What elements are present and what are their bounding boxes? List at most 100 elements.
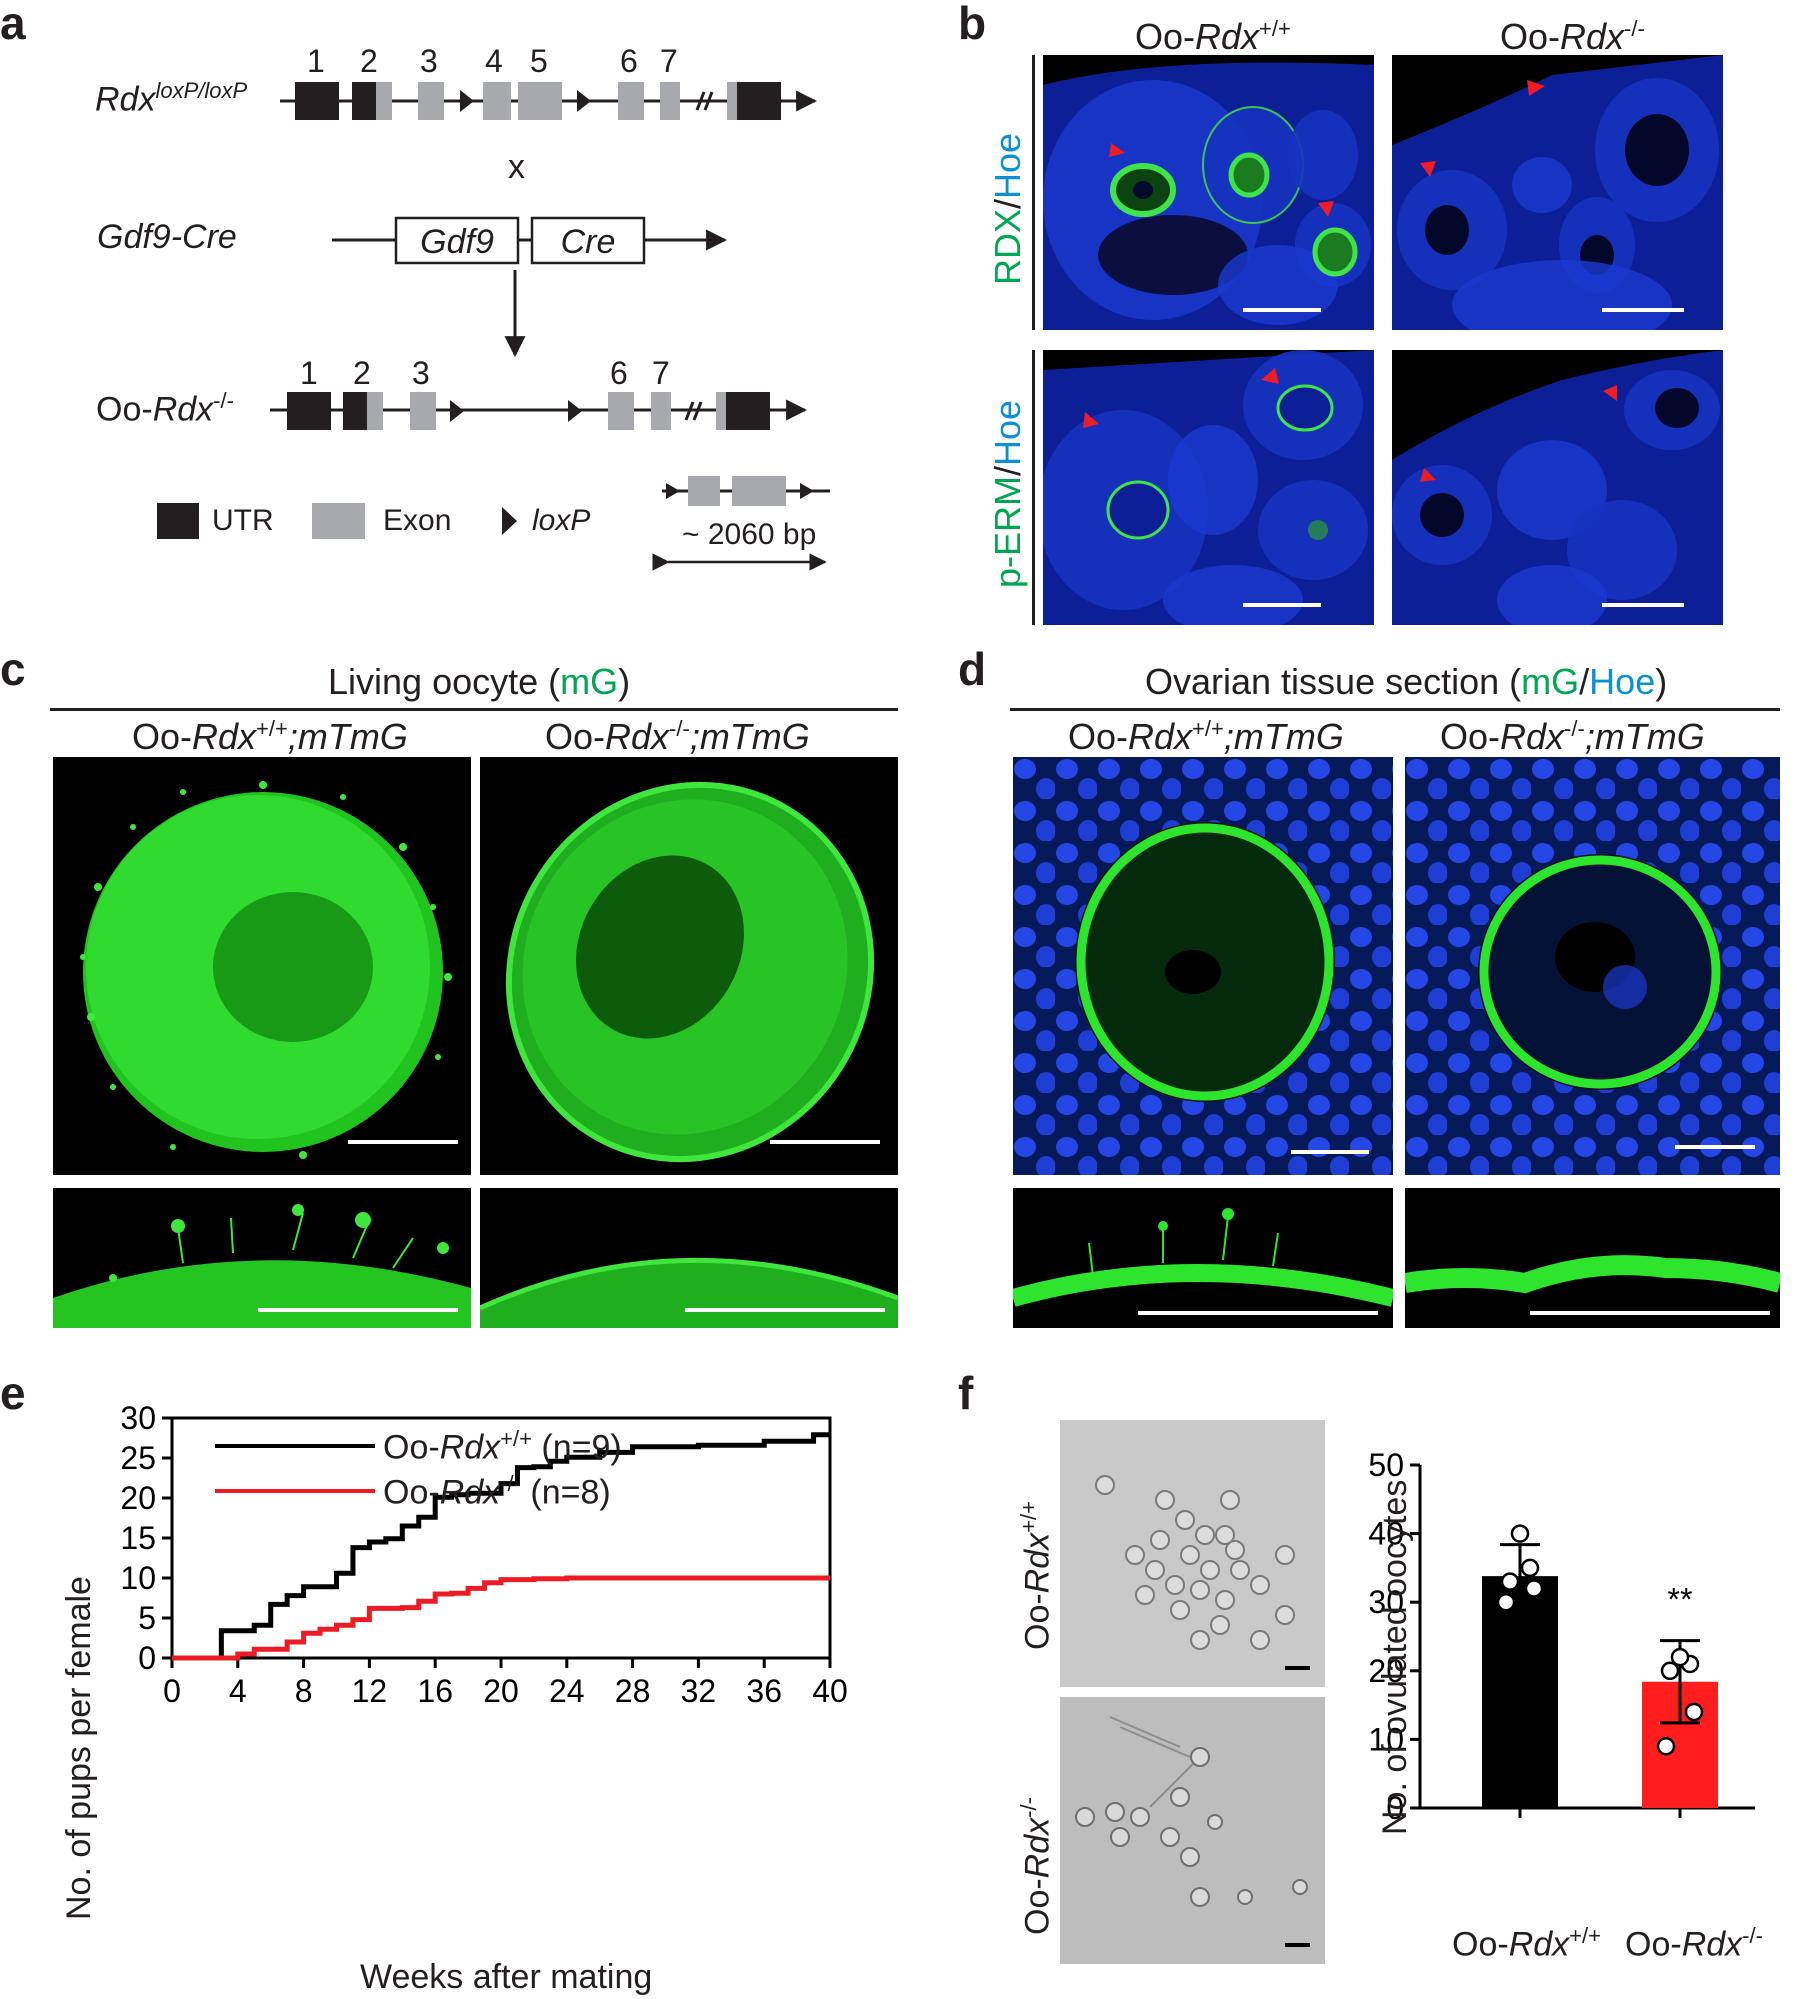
legend-label-ko: Oo-Rdx-/- (n=8) bbox=[383, 1473, 611, 1512]
row-sup: -/- bbox=[1016, 1797, 1041, 1818]
exon-number: 3 bbox=[412, 355, 430, 391]
micrograph bbox=[1392, 350, 1723, 625]
stain-perm: p-ERM bbox=[987, 475, 1028, 588]
micrograph bbox=[1405, 1188, 1780, 1328]
panel-d-image-wt bbox=[1013, 757, 1393, 1175]
cat-sup: +/+ bbox=[1569, 1923, 1601, 1948]
deleted-fragment bbox=[652, 476, 830, 571]
panel-c-rule bbox=[50, 708, 898, 711]
chart-f-ylabel: No. of ovulated oocytes bbox=[1376, 1479, 1414, 1835]
row-gene: Rdx bbox=[1018, 1817, 1057, 1879]
panel-d-zoom-wt bbox=[1013, 1188, 1393, 1328]
cat-sup: -/- bbox=[1742, 1923, 1763, 1948]
y-tick-label: 40 bbox=[1368, 1516, 1404, 1552]
micrograph bbox=[1060, 1697, 1325, 1964]
exon-number: 4 bbox=[485, 43, 503, 79]
cre-box bbox=[530, 216, 646, 265]
panel-d-col-wt: Oo-Rdx+/+;mTmG bbox=[1068, 718, 1344, 755]
cat-prefix: Oo- bbox=[1452, 1925, 1509, 1964]
significance-label: ** bbox=[1668, 1582, 1693, 1618]
series-line-ko bbox=[172, 1575, 830, 1661]
title-sep: / bbox=[1579, 661, 1590, 702]
cat-gene: Rdx bbox=[1508, 1925, 1570, 1964]
panel-d-zoom-ko bbox=[1405, 1188, 1780, 1328]
x-tick-label: 0 bbox=[163, 1673, 181, 1709]
col-gene: Rdx bbox=[605, 716, 670, 757]
utr-3-box bbox=[737, 82, 781, 120]
panel-f-row-wt: Oo-Rdx+/+ bbox=[1016, 1501, 1057, 1650]
exon-number: 6 bbox=[620, 43, 638, 79]
exon7-box bbox=[660, 82, 680, 120]
title-hoe: Hoe bbox=[1589, 661, 1656, 702]
panel-c-title: Living oocyte (mG) bbox=[328, 664, 630, 700]
micrograph bbox=[1405, 757, 1780, 1175]
legend-prefix: Oo- bbox=[383, 1473, 440, 1512]
legend-n: (n=9) bbox=[541, 1428, 622, 1467]
plot-area: 0 5 10 15 20 25 30 0 4 8 12 16 20 24 28 32 36 40 bbox=[120, 1400, 847, 1709]
arrowhead-icon bbox=[1318, 201, 1334, 217]
x-tick-label: 24 bbox=[549, 1673, 585, 1709]
micrograph bbox=[1013, 1188, 1393, 1328]
x-tick-label: 16 bbox=[417, 1673, 453, 1709]
micrograph bbox=[1043, 350, 1374, 625]
panel-label-b: b bbox=[958, 0, 987, 49]
panel-b-col-ko: Oo-Rdx-/- bbox=[1500, 18, 1645, 55]
fertility-chart: 0 5 10 15 20 25 30 0 4 8 12 16 20 24 28 32 36 40 bbox=[120, 1400, 847, 1709]
data-point bbox=[1524, 1579, 1544, 1598]
panel-f-image-ko bbox=[1060, 1697, 1325, 1964]
exon6-box bbox=[618, 82, 644, 120]
col-gene: Rdx bbox=[1500, 716, 1565, 757]
panel-c-col-wt: Oo-Rdx+/+;mTmG bbox=[132, 718, 408, 755]
panel-f-image-wt bbox=[1060, 1420, 1325, 1687]
exon-number: 7 bbox=[660, 43, 678, 79]
exon2-coding-part bbox=[376, 82, 392, 120]
panel-d-rule bbox=[1010, 708, 1780, 711]
panel-label-e: e bbox=[0, 1367, 26, 1419]
stain-sep: / bbox=[987, 465, 1028, 476]
row-gene: Rdx bbox=[1018, 1532, 1057, 1594]
schematic-legend bbox=[157, 503, 517, 539]
exon-number: 5 bbox=[530, 43, 548, 79]
col-prefix: Oo- bbox=[132, 716, 193, 757]
panel-d-title: Ovarian tissue section (mG/Hoe) bbox=[1145, 664, 1667, 700]
panel-b-row2-bar bbox=[1032, 350, 1035, 625]
series-line-wt bbox=[172, 1432, 830, 1661]
panel-label-d: d bbox=[958, 643, 987, 695]
panel-b-row1-bar bbox=[1032, 55, 1035, 330]
arrowhead-icon bbox=[1420, 468, 1436, 482]
legend-swatch-wt bbox=[215, 1444, 375, 1448]
loxp-site-2 bbox=[577, 90, 591, 112]
ko-allele bbox=[270, 392, 808, 430]
micrograph bbox=[1013, 757, 1393, 1175]
y-tick-label: 30 bbox=[120, 1400, 156, 1436]
last-exon-coding bbox=[727, 82, 737, 120]
floxed-allele-sup: loxP/loxP bbox=[155, 78, 248, 103]
y-tick-label: 15 bbox=[120, 1520, 156, 1556]
stain-sep: / bbox=[987, 198, 1028, 209]
col-sup: -/- bbox=[669, 716, 690, 741]
x-tick-label: 8 bbox=[295, 1673, 313, 1709]
cat-gene: Rdx bbox=[1681, 1925, 1743, 1964]
panel-label-f: f bbox=[958, 1367, 974, 1419]
loxp-site-1 bbox=[460, 90, 474, 112]
col-prefix: Oo- bbox=[1440, 716, 1501, 757]
panel-c-image-ko bbox=[480, 757, 898, 1175]
gdf9-box-label: Gdf9 bbox=[420, 223, 494, 261]
panel-c-zoom-wt bbox=[53, 1188, 471, 1328]
panel-b-image-rdx-wt bbox=[1043, 55, 1374, 330]
col-gene: Rdx bbox=[192, 716, 257, 757]
y-tick-label: 20 bbox=[120, 1480, 156, 1516]
col-prefix: Oo- bbox=[1500, 16, 1561, 57]
title-part: Living oocyte ( bbox=[328, 661, 561, 702]
micrograph bbox=[1392, 55, 1723, 330]
panel-d-col-ko: Oo-Rdx-/-;mTmG bbox=[1440, 718, 1705, 755]
arrowhead-icon bbox=[1527, 80, 1545, 96]
data-point bbox=[1520, 1558, 1540, 1578]
exon-number: 7 bbox=[652, 355, 670, 391]
legend-prefix: Oo- bbox=[383, 1428, 440, 1467]
chart-e-ylabel: No. of pups per female bbox=[60, 1576, 98, 1920]
y-tick-label: 10 bbox=[120, 1560, 156, 1596]
panel-a-schematic: RdxloxP/loxP bbox=[0, 0, 930, 620]
col-suffix: ;mTmG bbox=[287, 716, 408, 757]
col-sup: +/+ bbox=[1259, 16, 1291, 41]
